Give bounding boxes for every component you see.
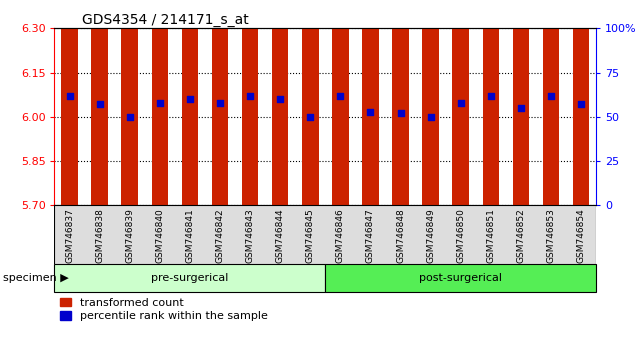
Point (516, 105, 526, 111)
Point (426, 114, 436, 120)
Text: GDS4354 / 214171_s_at: GDS4354 / 214171_s_at (81, 13, 248, 27)
Point (124, 114, 135, 120)
Bar (151, 0, 168, 205)
Bar (121, 0, 138, 205)
Text: GSM746849: GSM746849 (426, 208, 435, 263)
Point (365, 109, 376, 114)
Point (305, 114, 315, 120)
Point (154, 100, 165, 105)
Point (94, 102, 104, 107)
Bar (54, 264, 326, 292)
Bar (513, 0, 529, 205)
Text: GSM746837: GSM746837 (65, 208, 74, 263)
Text: GSM746853: GSM746853 (547, 208, 556, 263)
Text: GSM746842: GSM746842 (215, 208, 224, 263)
Text: GSM746843: GSM746843 (246, 208, 254, 263)
Point (546, 93, 556, 98)
Text: GSM746845: GSM746845 (306, 208, 315, 263)
Text: GSM746851: GSM746851 (487, 208, 495, 263)
Point (576, 102, 587, 107)
Legend: transformed count, percentile rank within the sample: transformed count, percentile rank withi… (60, 298, 268, 321)
Text: GSM746839: GSM746839 (125, 208, 134, 263)
Point (185, 96, 195, 102)
Point (245, 93, 255, 98)
FancyBboxPatch shape (54, 205, 596, 264)
Bar (326, 264, 596, 292)
Bar (272, 0, 288, 205)
Bar (362, 0, 379, 205)
Point (395, 110, 406, 116)
Bar (242, 0, 258, 205)
Bar (453, 0, 469, 205)
Bar (302, 0, 319, 205)
Point (64, 93, 74, 98)
Bar (332, 0, 349, 205)
Text: GSM746848: GSM746848 (396, 208, 405, 263)
Point (215, 100, 225, 105)
Bar (92, 0, 108, 205)
Text: GSM746844: GSM746844 (276, 208, 285, 263)
Bar (392, 0, 409, 205)
Point (456, 100, 466, 105)
Bar (483, 0, 499, 205)
Bar (62, 0, 78, 205)
Text: specimen ▶: specimen ▶ (3, 273, 69, 283)
Text: GSM746841: GSM746841 (185, 208, 194, 263)
Bar (181, 0, 198, 205)
Text: GSM746854: GSM746854 (577, 208, 586, 263)
Text: post-surgerical: post-surgerical (419, 273, 502, 283)
Text: GSM746850: GSM746850 (456, 208, 465, 263)
Text: GSM746847: GSM746847 (366, 208, 375, 263)
Bar (573, 0, 589, 205)
Point (335, 93, 345, 98)
Text: GSM746846: GSM746846 (336, 208, 345, 263)
Bar (212, 0, 228, 205)
Point (275, 96, 285, 102)
Point (486, 93, 496, 98)
Text: GSM746852: GSM746852 (517, 208, 526, 263)
Bar (543, 0, 559, 205)
Text: GSM746838: GSM746838 (95, 208, 104, 263)
Bar (422, 0, 439, 205)
Text: GSM746840: GSM746840 (155, 208, 164, 263)
Text: pre-surgerical: pre-surgerical (151, 273, 229, 283)
